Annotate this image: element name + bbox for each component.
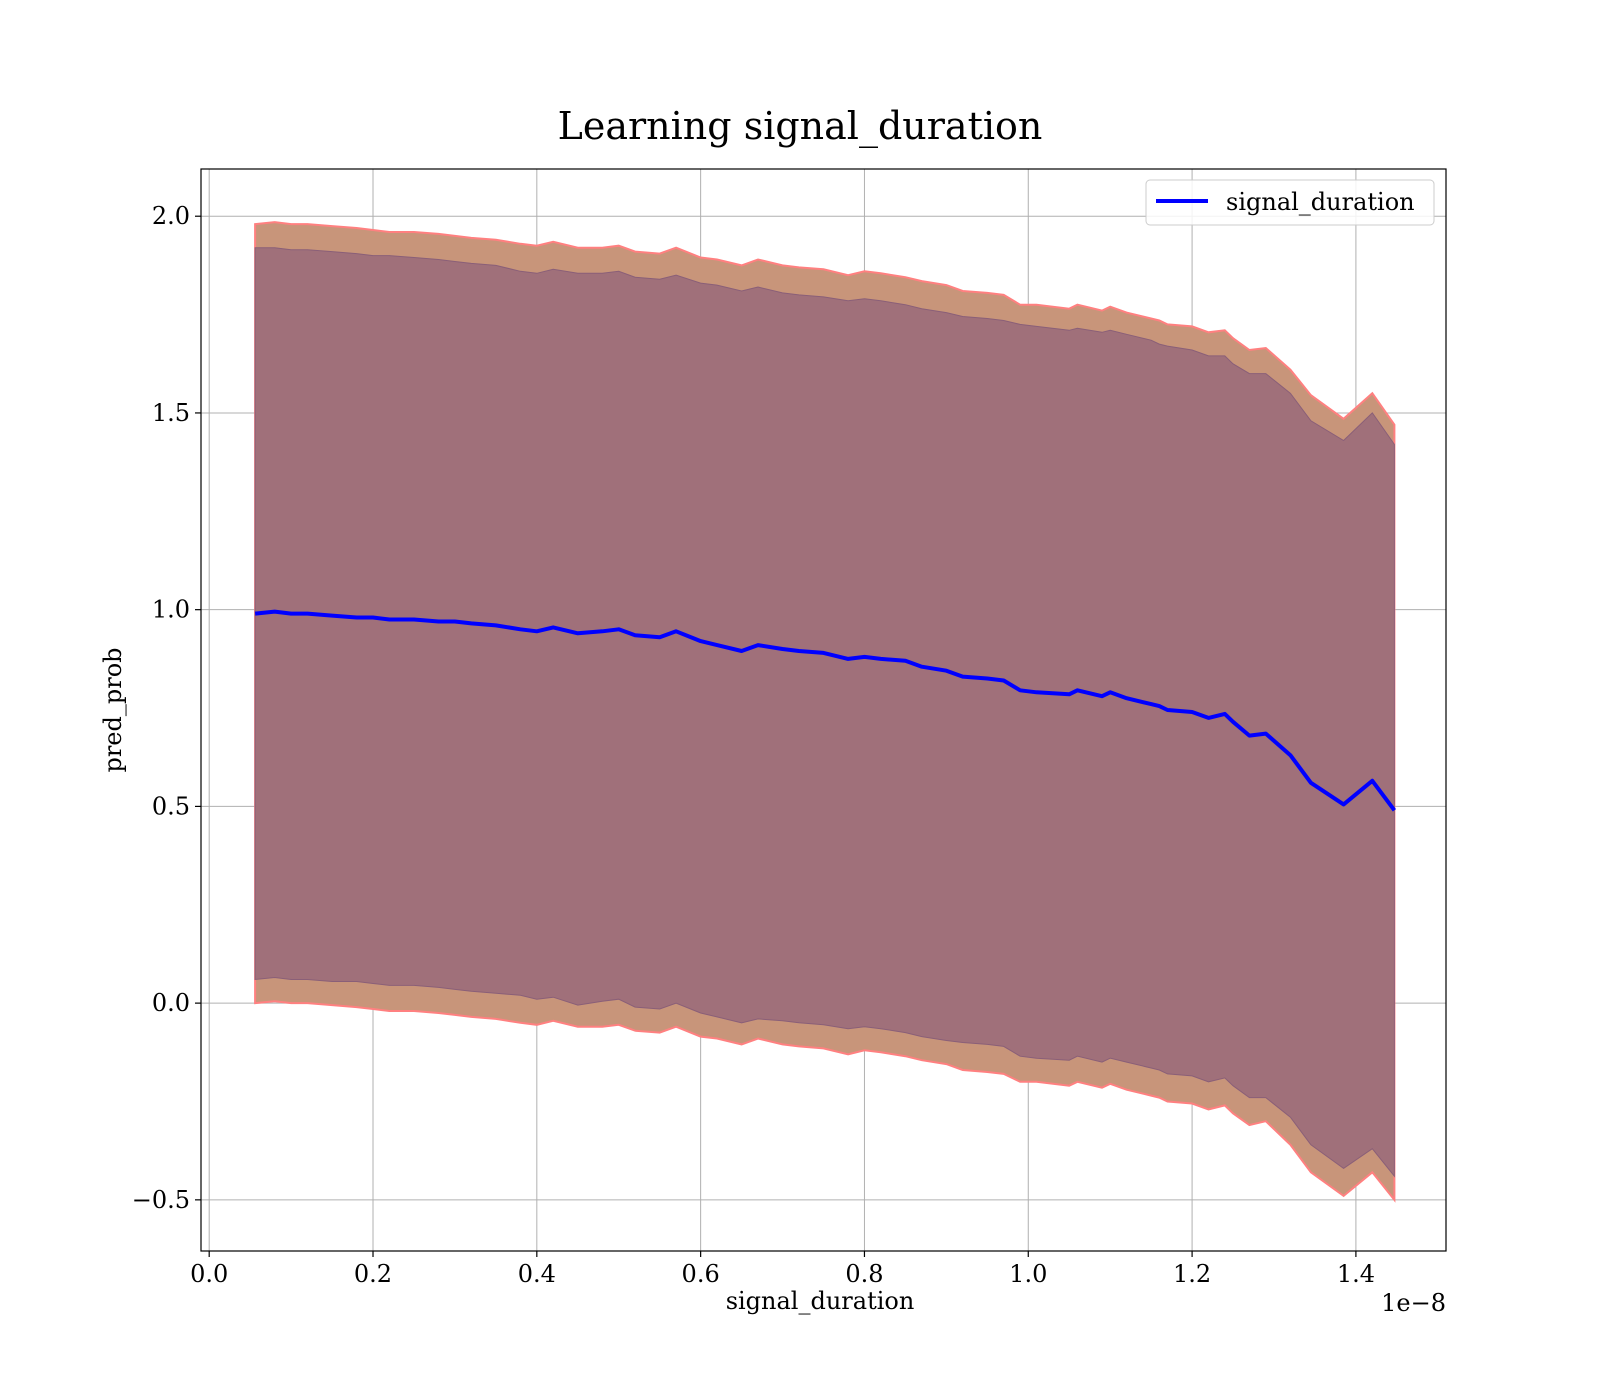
x-tick-label: 1.4 [1337,1260,1375,1288]
y-tick-label: −0.5 [132,1186,190,1214]
series-lines [254,609,1397,812]
confidence-bands [254,221,1396,1203]
y-tick-label: 0.0 [152,989,190,1017]
legend-box [1145,179,1435,226]
x-tick-label: 0.2 [354,1260,392,1288]
legend: signal_duration [1145,179,1435,226]
series-line-signal-duration [254,609,1397,812]
x-tick-label: 1.0 [1009,1260,1047,1288]
x-tick-label: 1.2 [1173,1260,1211,1288]
x-tick-label: 0.4 [518,1260,556,1288]
x-tick-label: 0.8 [845,1260,883,1288]
x-axis-ticks: 0.0 0.2 0.4 0.6 0.8 1.0 1.2 1.4 [190,1251,1375,1288]
legend-label: signal_duration [1226,188,1415,216]
x-tick-label: 0.0 [190,1260,228,1288]
y-axis-label: pred_prob [99,647,127,772]
inner-confidence-band [254,247,1395,1178]
y-tick-label: 0.5 [152,792,190,820]
chart-title: Learning signal_duration [558,104,1043,149]
y-tick-label: 2.0 [152,202,190,230]
x-tick-label: 0.6 [682,1260,720,1288]
y-tick-label: 1.5 [152,399,190,427]
x-axis-label: signal_duration [726,1287,915,1315]
y-tick-label: 1.0 [152,596,190,624]
x-axis-offset-text: 1e−8 [1381,1289,1446,1317]
y-axis-ticks: −0.5 0.0 0.5 1.0 1.5 2.0 [132,202,201,1214]
plot-frame [200,168,1447,1252]
